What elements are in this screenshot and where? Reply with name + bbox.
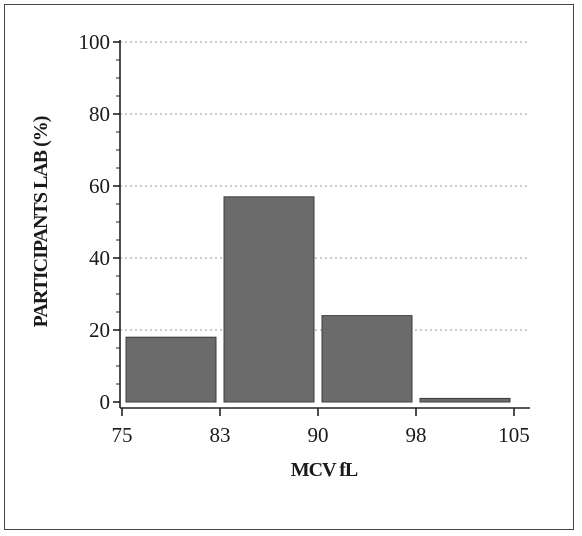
x-tick-label-90: 90 — [308, 423, 329, 447]
tick-labels: 0 20 40 60 80 100 75 83 90 98 105 — [79, 30, 530, 447]
grid-lines — [120, 41, 528, 331]
y-tick-label-20: 20 — [89, 318, 110, 342]
x-tick-label-105: 105 — [498, 423, 530, 447]
bar-98-105 — [419, 397, 511, 403]
x-tick-label-75: 75 — [112, 423, 133, 447]
axes — [113, 40, 530, 416]
y-axis-title: PARTICIPANTS LAB (%) — [30, 116, 52, 327]
y-tick-label-40: 40 — [89, 246, 110, 270]
bar-83-90 — [223, 196, 315, 403]
x-axis-title: MCV fL — [291, 459, 358, 481]
y-tick-label-80: 80 — [89, 102, 110, 126]
y-tick-label-60: 60 — [89, 174, 110, 198]
bar-90-98 — [321, 315, 413, 403]
x-tick-label-83: 83 — [210, 423, 231, 447]
y-tick-label-0: 0 — [100, 390, 111, 414]
x-tick-label-98: 98 — [406, 423, 427, 447]
bars — [125, 196, 511, 403]
y-tick-label-100: 100 — [79, 30, 111, 54]
bar-75-83 — [125, 336, 217, 403]
